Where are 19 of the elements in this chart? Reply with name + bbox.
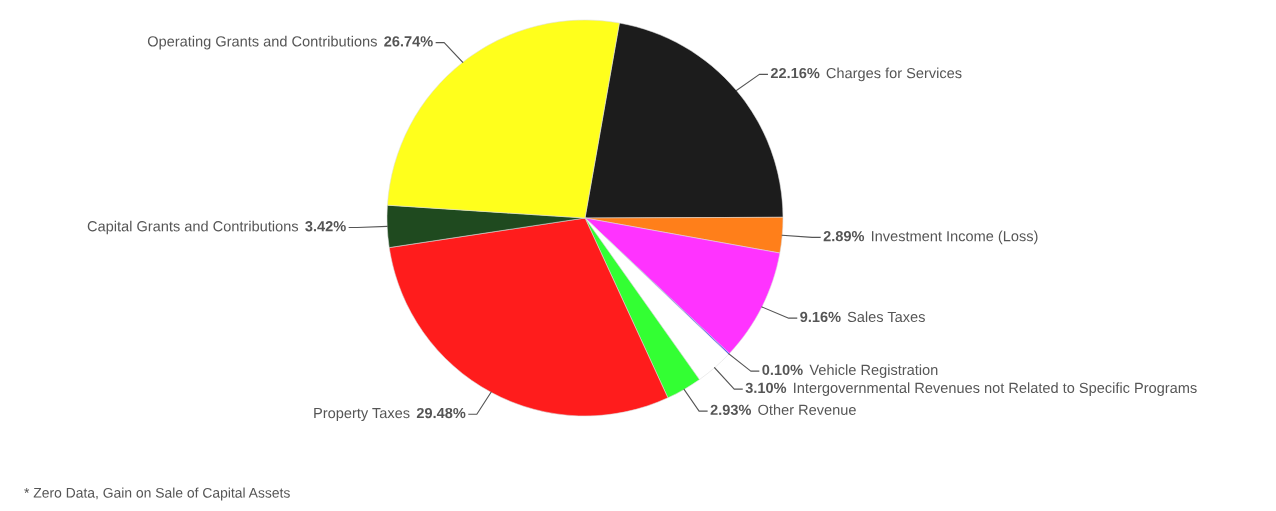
data-label: 2.93% — [710, 404, 752, 416]
data-label: 0.10% — [762, 364, 803, 376]
slice-label: Property Taxes — [314, 408, 410, 422]
data-label: 3.42% — [305, 221, 346, 232]
data-label: 29.48% — [416, 407, 466, 419]
slice-label: Capital Grants and Contributions — [87, 220, 299, 235]
slice-label: Charges for Services — [826, 67, 962, 82]
data-label: 9.16% — [800, 311, 841, 323]
slice-label: Other Revenue — [758, 404, 856, 415]
slice-label: Vehicle Registration — [809, 364, 938, 378]
slice-label: Investment Income (Loss) — [871, 230, 1038, 245]
slice-label: Operating Grants and Contributions — [147, 35, 377, 50]
data-label: 22.16% — [770, 67, 820, 79]
slice-label: Intergovernmental Revenues not Related to Specific Programs — [794, 382, 1197, 396]
text: * Zero Data, Gain on Sale of Capital Assets — [24, 487, 290, 501]
data-label: 2.89% — [823, 231, 865, 242]
slice-label: Sales Taxes — [847, 311, 925, 323]
data-label: 3.10% — [745, 382, 787, 394]
data-label: 26.74% — [384, 36, 433, 47]
